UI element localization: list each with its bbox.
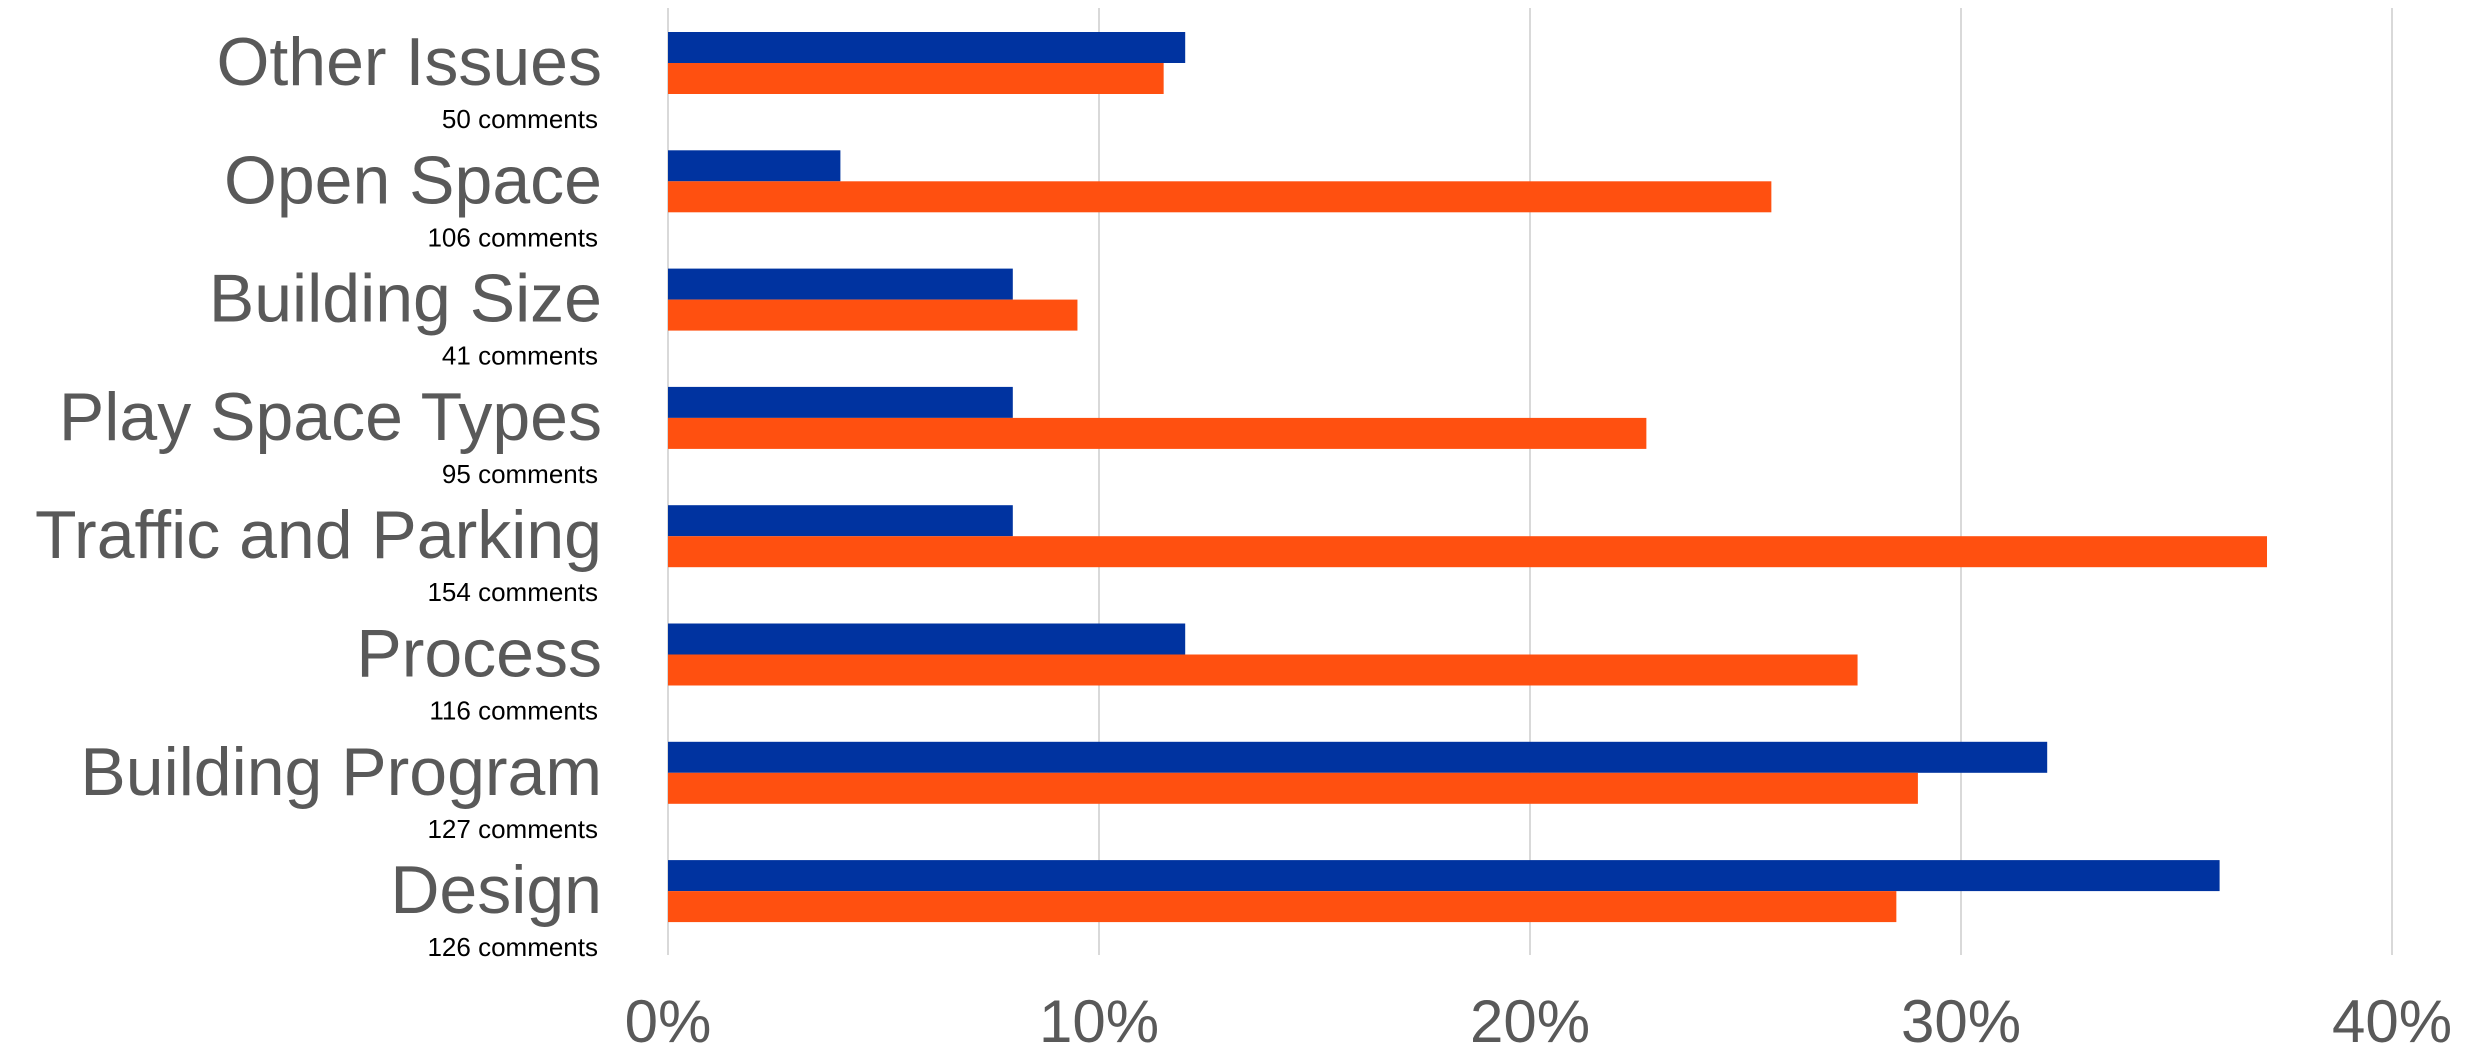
- bar-series-2-process: [668, 654, 1858, 686]
- x-tick-label: 0%: [625, 988, 712, 1050]
- category-comment-count: 50 comments: [442, 104, 598, 134]
- bar-series-1-process: [668, 623, 1186, 655]
- category-comment-count: 95 comments: [442, 459, 598, 489]
- category-comment-count: 126 comments: [427, 932, 598, 962]
- category-comment-count: 116 comments: [429, 696, 598, 726]
- category-label: Design: [390, 852, 602, 928]
- x-tick-label: 30%: [1901, 988, 2021, 1050]
- category-label: Other Issues: [217, 24, 603, 100]
- category-comment-count: 127 comments: [427, 814, 598, 844]
- category-label: Building Size: [209, 261, 602, 337]
- category-label: Traffic and Parking: [35, 497, 602, 573]
- bar-series-1-play-space-types: [668, 386, 1013, 418]
- category-label: Play Space Types: [59, 379, 602, 455]
- bar-series-1-building-program: [668, 741, 2048, 773]
- bar-series-1-open-space: [668, 150, 841, 182]
- bar-series-1-design: [668, 860, 2220, 892]
- bar-series-2-play-space-types: [668, 417, 1647, 449]
- x-tick-label: 40%: [2332, 988, 2452, 1050]
- x-tick-label: 20%: [1470, 988, 1590, 1050]
- category-comment-count: 41 comments: [442, 341, 598, 371]
- category-label: Process: [356, 616, 602, 692]
- bar-series-2-design: [668, 891, 1897, 923]
- category-comment-count: 154 comments: [427, 577, 598, 607]
- bar-series-1-other-issues: [668, 32, 1186, 63]
- bar-series-2-building-program: [668, 772, 1918, 804]
- gridlines: [667, 8, 2393, 955]
- category-label: Building Program: [80, 734, 602, 810]
- bar-series-1-traffic-and-parking: [668, 505, 1013, 537]
- x-tick-label: 10%: [1039, 988, 1159, 1050]
- category-labels: Other Issues 50 comments Open Space 106 com…: [35, 24, 602, 962]
- bar-series-2-traffic-and-parking: [668, 536, 2268, 568]
- x-axis-ticks: 0% 10% 20% 30% 40%: [625, 988, 2452, 1050]
- bar-series-2-open-space: [668, 181, 1772, 213]
- category-comment-count: 106 comments: [427, 222, 598, 252]
- category-label: Open Space: [224, 142, 602, 218]
- bar-series-2-other-issues: [668, 63, 1164, 94]
- bars: [668, 32, 2268, 923]
- bar-series-1-building-size: [668, 268, 1013, 300]
- bar-series-2-building-size: [668, 299, 1078, 331]
